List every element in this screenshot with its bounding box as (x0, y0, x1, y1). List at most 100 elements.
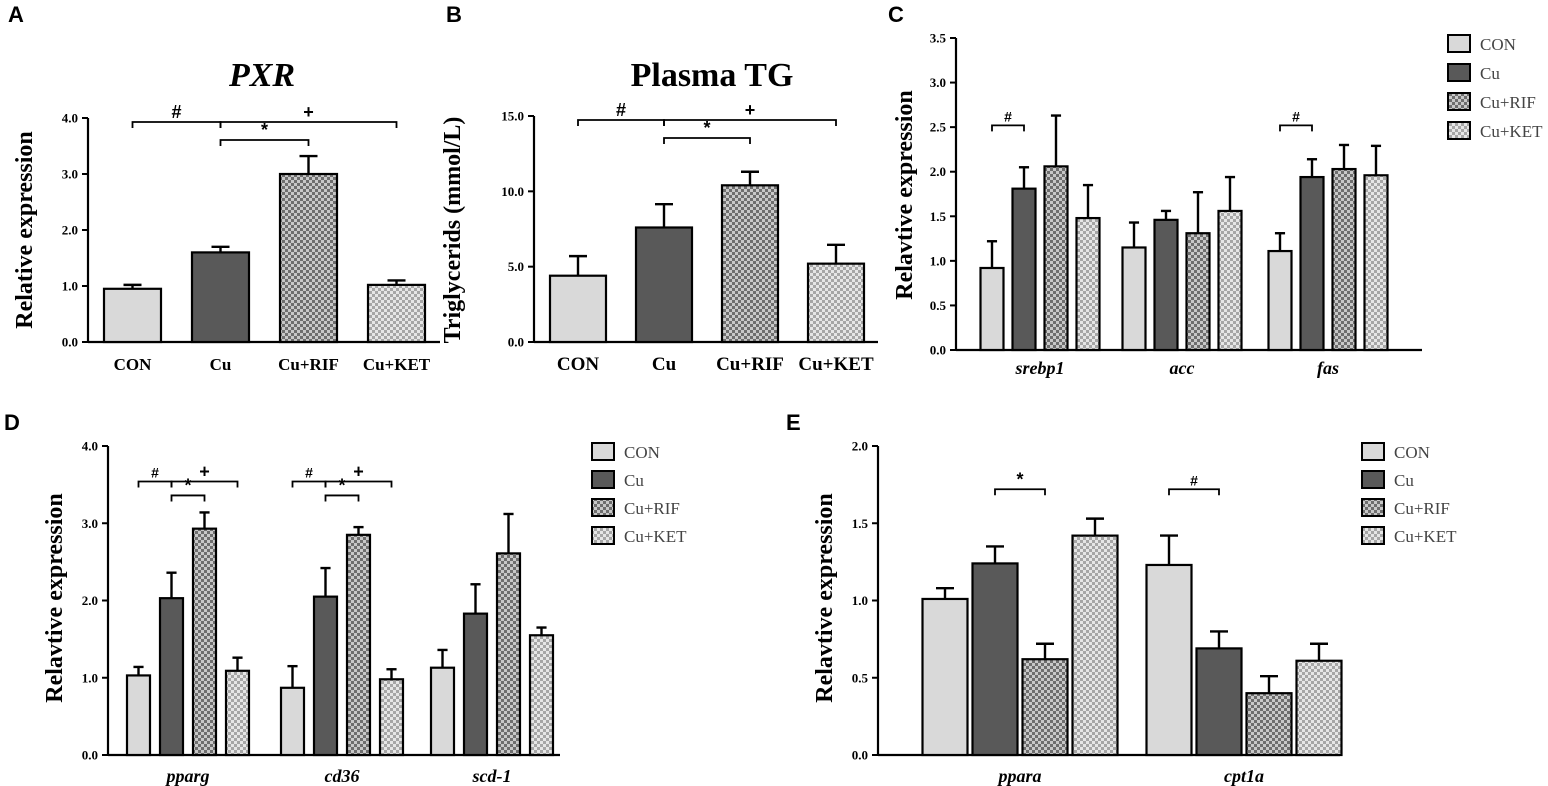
significance-marker: + (745, 100, 756, 120)
chart-title: Plasma TG (631, 57, 794, 94)
y-tick-label: 3.0 (62, 167, 78, 182)
bar-cu-rif (720, 184, 780, 344)
x-category-label: Cu (652, 354, 677, 375)
panel-label: A (8, 2, 24, 27)
bar-cu (971, 562, 1019, 757)
bar-cu-ket (366, 283, 427, 344)
legend-swatch (1361, 470, 1385, 489)
bar-cu-rif (495, 552, 522, 757)
panel-label: C (888, 2, 904, 27)
y-tick-label: 0.0 (852, 748, 868, 763)
y-axis-label: Relative expression (12, 131, 38, 329)
y-tick-label: 3.5 (930, 31, 947, 46)
significance-bracket (663, 119, 837, 126)
bar-cu (1153, 218, 1179, 352)
significance-bracket (219, 139, 310, 146)
legend-label: Cu (1394, 471, 1414, 490)
panel-label: E (786, 410, 801, 435)
significance-bracket (1279, 124, 1313, 132)
legend-swatch (591, 498, 615, 517)
significance-bracket (991, 124, 1025, 132)
y-tick-label: 2.0 (930, 164, 946, 179)
y-tick-label: 0.0 (82, 748, 98, 763)
significance-marker: * (261, 120, 268, 140)
y-tick-label: 1.0 (852, 593, 868, 608)
legend: CON Cu Cu+RIF Cu+KET (1361, 442, 1457, 546)
legend-swatch (1361, 442, 1385, 461)
bar-cu-rif (345, 533, 372, 757)
significance-bracket (1168, 488, 1220, 496)
bar-cu-rif (1043, 165, 1069, 352)
significance-marker: + (199, 462, 210, 482)
significance-bracket (131, 121, 222, 128)
significance-bracket (577, 119, 665, 126)
y-tick-label: 2.0 (852, 439, 868, 454)
x-category-label: Cu (210, 355, 232, 374)
y-tick-label: 1.5 (930, 209, 947, 224)
significance-bracket (170, 494, 206, 502)
x-category-label: CON (557, 354, 600, 375)
bar-cu-ket (224, 669, 251, 757)
y-tick-label: 0.0 (930, 343, 946, 358)
significance-marker: # (1190, 472, 1198, 488)
legend-swatch (1447, 63, 1471, 82)
y-tick-label: 4.0 (82, 439, 98, 454)
y-tick-label: 3.0 (930, 75, 946, 90)
x-category-label: Cu+KET (363, 355, 431, 374)
bar-cu-rif (1245, 692, 1293, 757)
x-category-label: Cu+RIF (278, 355, 339, 374)
y-axis-label: Relavtive expression (812, 493, 838, 703)
y-tick-label: 0.0 (62, 335, 78, 350)
legend-swatch (1361, 526, 1385, 545)
legend-label: Cu (1480, 64, 1500, 83)
significance-marker: * (1016, 469, 1023, 489)
chart-panel-A: 0.0 1.0 2.0 3.0 4.0 Relative expression A PXR CO… (8, 2, 440, 374)
y-axis-label: Triglycerids (mmol/L) (440, 117, 466, 344)
legend-swatch (1447, 34, 1471, 53)
significance-bracket (994, 488, 1046, 496)
significance-bracket (170, 480, 239, 488)
significance-bracket (324, 480, 393, 488)
x-group-label: scd-1 (472, 766, 512, 786)
bar-con (279, 686, 306, 757)
y-tick-label: 10.0 (501, 184, 524, 199)
legend-swatch (1447, 92, 1471, 111)
bar-cu (634, 226, 694, 344)
bar-cu-rif (1331, 167, 1357, 352)
significance-bracket (137, 480, 173, 488)
bar-con (1267, 249, 1293, 352)
bar-cu (462, 612, 489, 757)
legend-label: Cu (624, 471, 644, 490)
legend: CON Cu Cu+RIF Cu+KET (1447, 34, 1543, 141)
bar-con (979, 266, 1005, 352)
bar-cu (312, 595, 339, 757)
y-tick-label: 5.0 (508, 259, 524, 274)
chart-panel-E: 0.0 0.5 1.0 1.5 2.0 Relavtive expression Eppar… (786, 410, 1457, 786)
y-tick-label: 4.0 (62, 111, 78, 126)
panel-label: D (4, 410, 20, 435)
significance-marker: # (171, 102, 181, 122)
legend-label: Cu+RIF (1394, 499, 1450, 518)
significance-marker: * (703, 118, 710, 138)
significance-marker: * (338, 475, 345, 495)
y-tick-label: 1.0 (930, 253, 946, 268)
bar-con (429, 666, 456, 757)
legend-label: Cu+KET (1480, 122, 1543, 141)
y-tick-label: 2.0 (82, 593, 98, 608)
bar-con (125, 674, 152, 757)
chart-panel-B: 0.0 5.0 10.0 15.0 Triglycerids (mmol/L) B Plas… (440, 2, 878, 375)
y-tick-label: 0.5 (930, 298, 947, 313)
panel-label: B (446, 2, 462, 27)
chart-title: PXR (228, 57, 295, 94)
significance-bracket (663, 137, 751, 144)
bar-cu (158, 597, 185, 757)
significance-bracket (219, 121, 398, 128)
bar-cu (1195, 647, 1243, 757)
bar-cu-rif (191, 527, 218, 757)
bar-cu-ket (1295, 659, 1343, 757)
y-tick-label: 1.0 (62, 279, 78, 294)
chart-panel-D: 0.0 1.0 2.0 3.0 4.0 Relavtive expression Dppar… (4, 410, 687, 786)
bar-cu-ket (378, 678, 405, 757)
legend-label: CON (1480, 35, 1516, 54)
x-group-label: pparg (164, 766, 209, 786)
